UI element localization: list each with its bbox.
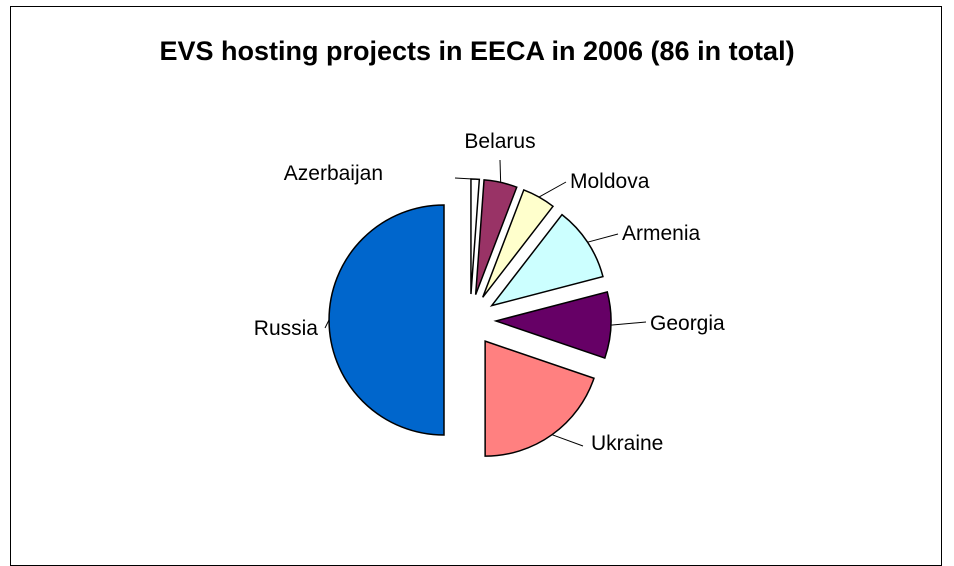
leader-line-belarus	[499, 159, 502, 183]
pie-slice-russia	[328, 204, 445, 436]
pie-chart: Azerbaijan Belarus Moldova Armenia Georgia Uk…	[254, 130, 725, 457]
pie-slice-belarus	[474, 179, 518, 295]
leader-line-georgia	[610, 321, 647, 326]
leader-line-russia	[324, 319, 330, 329]
pie-slice-ukraine	[484, 340, 595, 457]
pie-label-armenia: Armenia	[622, 222, 701, 245]
pie-slice-moldova	[482, 188, 555, 298]
pie-label-azerbaijan: Azerbaijan	[284, 162, 383, 185]
leader-line-ukraine	[551, 434, 584, 447]
pie-label-ukraine: Ukraine	[591, 432, 663, 455]
pie-label-moldova: Moldova	[570, 170, 650, 193]
pie-label-belarus: Belarus	[464, 130, 535, 153]
pie-slices	[328, 178, 612, 457]
pie-labels: Azerbaijan Belarus Moldova Armenia Georgia Uk…	[254, 130, 725, 455]
pie-slice-georgia	[493, 290, 612, 360]
leader-line-azerbaijan	[454, 177, 476, 180]
chart-title: EVS hosting projects in EECA in 2006 (86…	[159, 36, 795, 66]
pie-leader-lines	[324, 159, 647, 447]
pie-slice-armenia	[489, 213, 604, 307]
leader-line-moldova	[538, 181, 567, 198]
pie-label-russia: Russia	[254, 317, 319, 340]
leader-line-armenia	[587, 233, 619, 243]
pie-label-georgia: Georgia	[650, 312, 725, 335]
